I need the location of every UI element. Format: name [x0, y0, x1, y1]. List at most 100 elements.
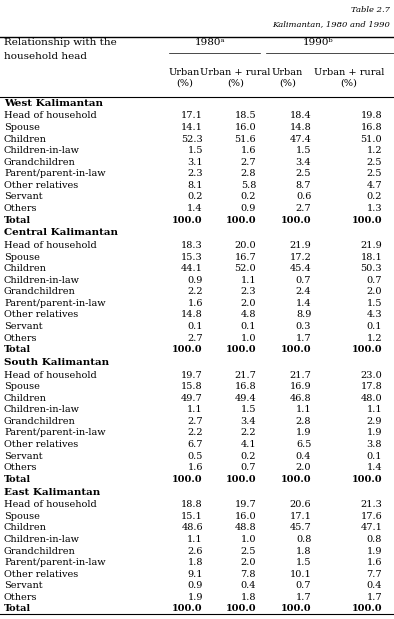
Text: 0.2: 0.2: [188, 193, 203, 201]
Text: Children-in-law: Children-in-law: [4, 276, 80, 285]
Text: Servant: Servant: [4, 452, 43, 461]
Text: Servant: Servant: [4, 322, 43, 331]
Text: 45.7: 45.7: [290, 524, 311, 532]
Text: 1.5: 1.5: [188, 146, 203, 155]
Text: 1.5: 1.5: [367, 299, 382, 308]
Text: Servant: Servant: [4, 193, 43, 201]
Text: 52.3: 52.3: [181, 134, 203, 144]
Text: 21.3: 21.3: [360, 500, 382, 509]
Text: 2.2: 2.2: [187, 428, 203, 438]
Text: 0.5: 0.5: [188, 452, 203, 461]
Text: 49.4: 49.4: [234, 394, 256, 403]
Text: 0.4: 0.4: [296, 452, 311, 461]
Text: 14.1: 14.1: [181, 123, 203, 132]
Text: 0.9: 0.9: [188, 581, 203, 591]
Text: Urban + rural
(%): Urban + rural (%): [314, 67, 384, 88]
Text: 16.9: 16.9: [290, 383, 311, 391]
Text: Others: Others: [4, 593, 37, 602]
Text: 1.1: 1.1: [187, 535, 203, 544]
Text: 4.8: 4.8: [241, 311, 256, 319]
Text: Head of household: Head of household: [4, 111, 97, 121]
Text: 15.8: 15.8: [181, 383, 203, 391]
Text: Grandchildren: Grandchildren: [4, 547, 76, 555]
Text: 100.0: 100.0: [172, 604, 203, 613]
Text: 1.1: 1.1: [187, 405, 203, 414]
Text: Others: Others: [4, 204, 37, 213]
Text: Parent/parent-in-law: Parent/parent-in-law: [4, 169, 106, 178]
Text: 4.1: 4.1: [240, 440, 256, 449]
Text: 0.7: 0.7: [241, 463, 256, 472]
Text: 100.0: 100.0: [172, 475, 203, 483]
Text: 0.9: 0.9: [188, 276, 203, 285]
Text: Parent/parent-in-law: Parent/parent-in-law: [4, 428, 106, 438]
Text: 1.1: 1.1: [240, 276, 256, 285]
Text: 2.0: 2.0: [296, 463, 311, 472]
Text: 1.2: 1.2: [366, 334, 382, 342]
Text: 0.1: 0.1: [367, 452, 382, 461]
Text: Table 2.7: Table 2.7: [351, 6, 390, 14]
Text: Head of household: Head of household: [4, 500, 97, 509]
Text: 6.5: 6.5: [296, 440, 311, 449]
Text: 20.0: 20.0: [234, 241, 256, 250]
Text: 1990ᵇ: 1990ᵇ: [303, 38, 334, 48]
Text: 2.4: 2.4: [296, 287, 311, 297]
Text: 9.1: 9.1: [188, 569, 203, 579]
Text: 1980ᵃ: 1980ᵃ: [195, 38, 225, 48]
Text: West Kalimantan: West Kalimantan: [4, 98, 103, 108]
Text: 1.9: 1.9: [188, 593, 203, 602]
Text: 1.0: 1.0: [241, 535, 256, 544]
Text: 18.4: 18.4: [290, 111, 311, 121]
Text: 48.8: 48.8: [234, 524, 256, 532]
Text: 1.6: 1.6: [241, 146, 256, 155]
Text: Urban + rural
(%): Urban + rural (%): [201, 67, 271, 88]
Text: 14.8: 14.8: [290, 123, 311, 132]
Text: 2.8: 2.8: [296, 417, 311, 426]
Text: 0.3: 0.3: [296, 322, 311, 331]
Text: 0.1: 0.1: [188, 322, 203, 331]
Text: Urban
(%): Urban (%): [169, 67, 200, 88]
Text: 100.0: 100.0: [351, 475, 382, 483]
Text: Spouse: Spouse: [4, 383, 40, 391]
Text: Kalimantan, 1980 and 1990: Kalimantan, 1980 and 1990: [272, 20, 390, 28]
Text: 100.0: 100.0: [225, 345, 256, 354]
Text: 3.4: 3.4: [296, 158, 311, 167]
Text: 100.0: 100.0: [225, 215, 256, 225]
Text: 3.8: 3.8: [367, 440, 382, 449]
Text: 0.8: 0.8: [296, 535, 311, 544]
Text: 0.2: 0.2: [241, 452, 256, 461]
Text: 21.9: 21.9: [361, 241, 382, 250]
Text: 100.0: 100.0: [351, 215, 382, 225]
Text: Central Kalimantan: Central Kalimantan: [4, 228, 118, 237]
Text: 23.0: 23.0: [361, 371, 382, 379]
Text: 21.9: 21.9: [290, 241, 311, 250]
Text: 3.4: 3.4: [240, 417, 256, 426]
Text: 1.8: 1.8: [241, 593, 256, 602]
Text: 16.8: 16.8: [361, 123, 382, 132]
Text: Spouse: Spouse: [4, 512, 40, 521]
Text: Other relatives: Other relatives: [4, 311, 78, 319]
Text: 100.0: 100.0: [281, 345, 311, 354]
Text: East Kalimantan: East Kalimantan: [4, 488, 100, 496]
Text: 0.8: 0.8: [367, 535, 382, 544]
Text: 21.7: 21.7: [234, 371, 256, 379]
Text: 100.0: 100.0: [225, 475, 256, 483]
Text: 1.8: 1.8: [188, 558, 203, 567]
Text: 2.7: 2.7: [187, 417, 203, 426]
Text: 1.0: 1.0: [241, 334, 256, 342]
Text: 1.7: 1.7: [296, 593, 311, 602]
Text: 17.6: 17.6: [361, 512, 382, 521]
Text: Total: Total: [4, 604, 31, 613]
Text: 100.0: 100.0: [225, 604, 256, 613]
Text: 100.0: 100.0: [351, 604, 382, 613]
Text: 0.9: 0.9: [241, 204, 256, 213]
Text: Children: Children: [4, 524, 47, 532]
Text: 1.1: 1.1: [296, 405, 311, 414]
Text: 1.4: 1.4: [296, 299, 311, 308]
Text: Children-in-law: Children-in-law: [4, 535, 80, 544]
Text: 10.1: 10.1: [290, 569, 311, 579]
Text: 16.0: 16.0: [234, 512, 256, 521]
Text: Servant: Servant: [4, 581, 43, 591]
Text: 100.0: 100.0: [172, 215, 203, 225]
Text: 15.1: 15.1: [181, 512, 203, 521]
Text: Parent/parent-in-law: Parent/parent-in-law: [4, 299, 106, 308]
